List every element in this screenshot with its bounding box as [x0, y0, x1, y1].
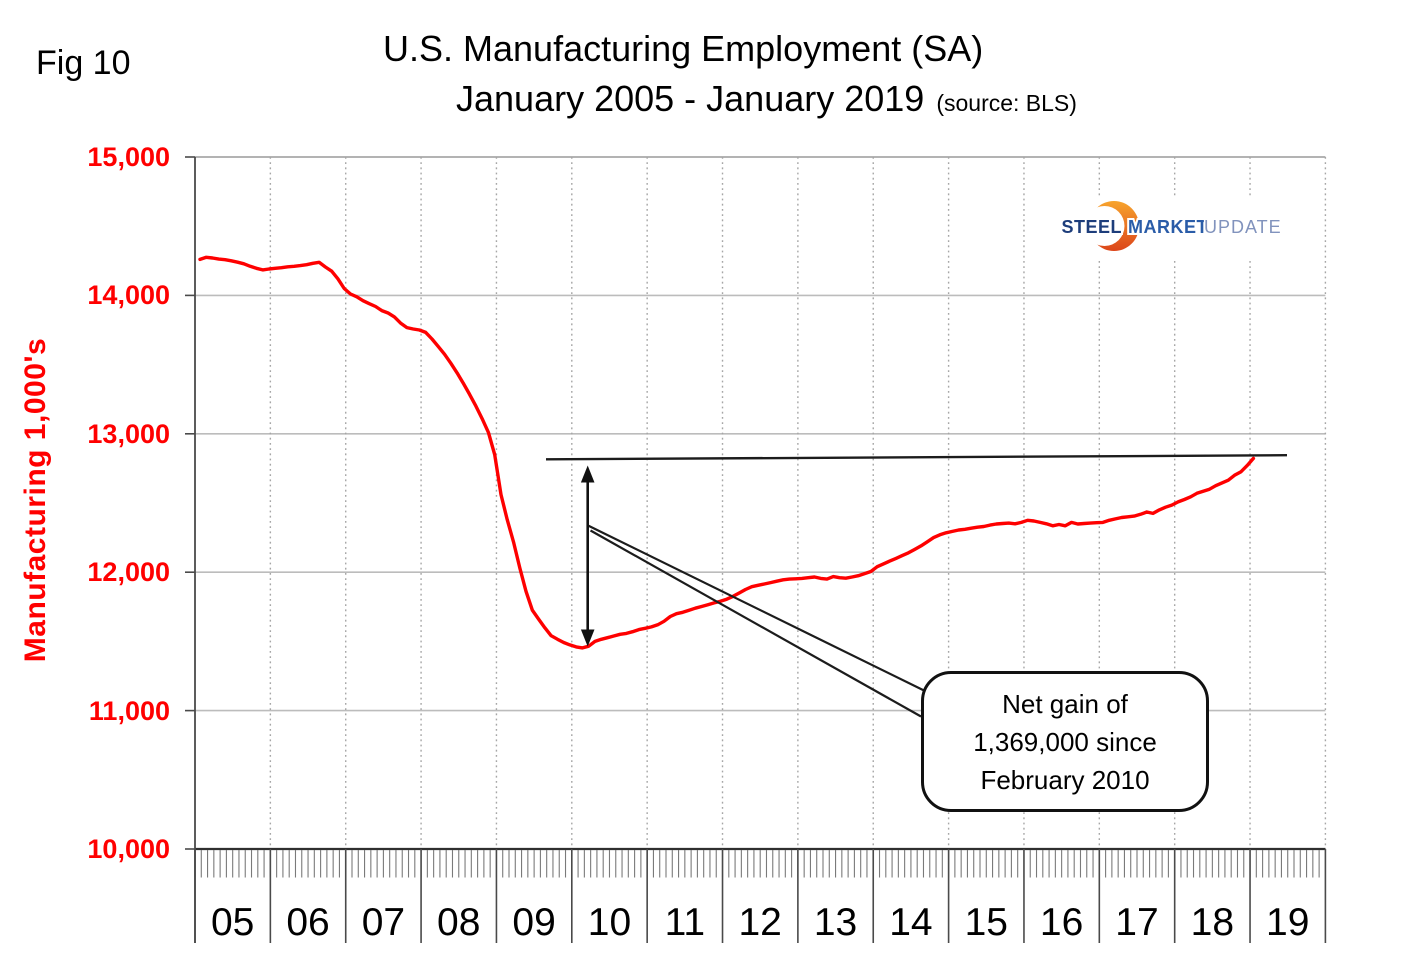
x-year-label: 12: [738, 901, 782, 944]
callout-line-3: February 2010: [980, 764, 1150, 795]
x-year-label: 14: [889, 901, 933, 944]
chart-title: U.S. Manufacturing Employment (SA): [383, 28, 984, 69]
y-axis-title: Manufacturing 1,000's: [19, 337, 52, 663]
callout-leader-line: [587, 524, 926, 692]
x-year-label: 19: [1266, 901, 1310, 944]
y-tick-label: 15,000: [87, 142, 170, 172]
chart-layer: [185, 156, 1327, 943]
employment-line: [198, 255, 1256, 650]
y-tick-label: 11,000: [88, 695, 170, 726]
x-year-label: 05: [210, 901, 255, 944]
x-year-label: 17: [1115, 901, 1159, 944]
logo-crescent-cutout: [1084, 206, 1125, 246]
chart-subtitle-range: January 2005 - January 2019: [456, 78, 925, 119]
chart-subtitle: January 2005 - January 2019 (source: BLS): [456, 78, 1077, 120]
x-year-label: 06: [286, 901, 330, 944]
callout-line-1: Net gain of: [1002, 688, 1128, 719]
x-year-label: 08: [437, 901, 481, 944]
x-year-label: 18: [1190, 901, 1235, 944]
y-tick-label: 12,000: [87, 557, 170, 588]
y-tick-label: 14,000: [87, 280, 170, 311]
gain-arrow-head-up-icon: [580, 465, 595, 483]
reference-line: [545, 454, 1288, 461]
net-gain-callout: Net gain of 1,369,000 since February 201…: [921, 671, 1209, 812]
logo-word-update: UPDATE: [1204, 217, 1282, 237]
logo-word-steel: STEEL: [1061, 217, 1122, 237]
x-year-label: 16: [1039, 901, 1084, 944]
x-year-label: 15: [964, 901, 1008, 944]
callout-leader-line: [589, 529, 922, 718]
figure-number-label: Fig 10: [36, 44, 131, 82]
x-year-label: 13: [813, 901, 858, 944]
smu-logo: STEEL MARKET UPDATE: [1056, 196, 1282, 258]
callout-line-2: 1,369,000 since: [973, 726, 1157, 757]
x-year-label: 10: [587, 901, 632, 944]
y-tick-label: 10,000: [87, 834, 170, 864]
x-year-label: 11: [664, 901, 706, 944]
y-tick-label: 13,000: [87, 418, 170, 449]
x-year-label: 07: [361, 901, 406, 944]
chart-source-note: (source: BLS): [936, 90, 1077, 116]
x-year-label: 09: [512, 901, 556, 944]
gain-arrow-head-down-icon: [580, 629, 595, 647]
logo-word-market: MARKET: [1128, 217, 1208, 237]
